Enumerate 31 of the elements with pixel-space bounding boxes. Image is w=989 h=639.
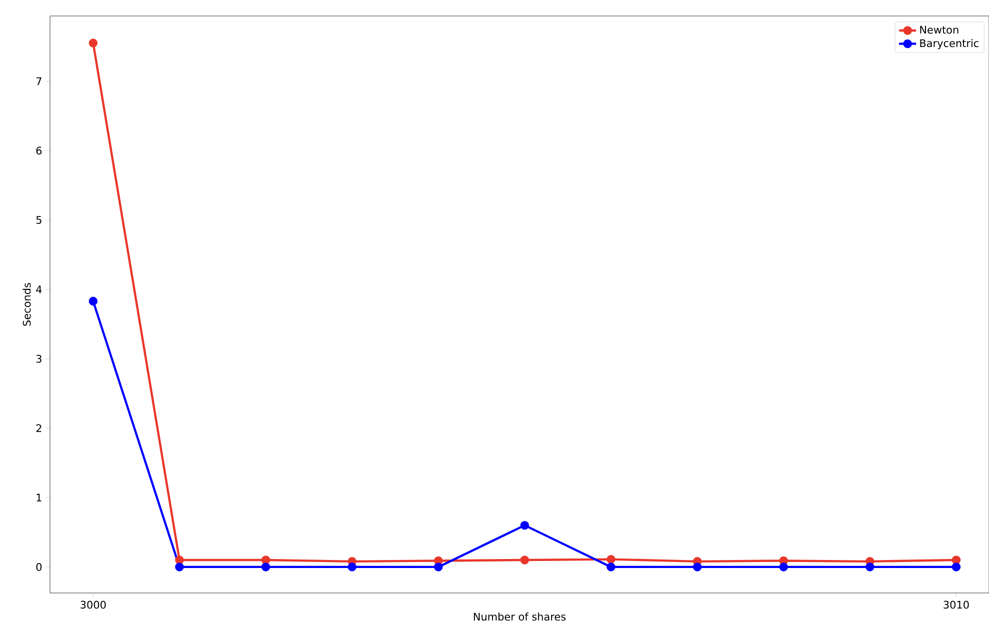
y-tick-label: 5 — [36, 216, 42, 224]
x-tick-label: 3010 — [944, 600, 969, 609]
point — [520, 520, 530, 530]
y-tick-label: 4 — [36, 286, 42, 294]
x-tick-label: 3000 — [80, 600, 106, 609]
legend-label: Barycentric — [920, 39, 978, 50]
point — [434, 562, 443, 572]
point — [692, 562, 702, 572]
point — [88, 38, 98, 48]
y-tick-label: 1 — [36, 494, 42, 502]
y-tick-label: 3 — [36, 354, 42, 363]
y-axis-title: Seconds — [22, 283, 31, 326]
point — [952, 562, 961, 572]
legend-label: Newton — [920, 26, 958, 34]
point — [348, 562, 356, 572]
point — [866, 562, 874, 572]
y-tick-label: 7 — [36, 77, 42, 86]
point — [175, 562, 184, 572]
point — [261, 556, 270, 564]
y-tick-label: 0 — [36, 563, 42, 571]
point — [175, 556, 184, 564]
point — [520, 556, 530, 564]
y-tick-label: 6 — [36, 146, 42, 155]
point — [261, 562, 270, 572]
y-tick-label: 2 — [36, 424, 42, 432]
point — [88, 296, 98, 306]
x-axis-title: Number of shares — [474, 612, 566, 621]
point — [606, 554, 616, 564]
point — [606, 562, 616, 572]
point — [952, 556, 961, 564]
point — [779, 562, 788, 572]
